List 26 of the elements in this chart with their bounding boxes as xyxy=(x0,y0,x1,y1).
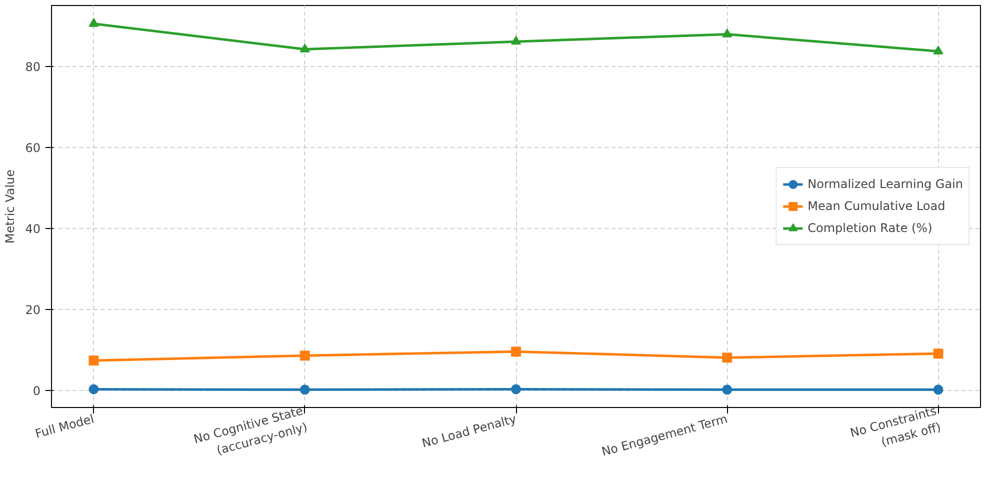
legend-label: Mean Cumulative Load xyxy=(808,199,946,213)
point xyxy=(511,384,521,394)
y-tick-label: 80 xyxy=(25,60,41,74)
point xyxy=(511,36,521,45)
point xyxy=(722,28,732,38)
y-tick-label: 20 xyxy=(25,302,41,317)
legend-label: Completion Rate (%) xyxy=(808,221,932,235)
point xyxy=(933,348,944,359)
point xyxy=(933,384,944,395)
x-tick-label: Full Model xyxy=(34,412,96,441)
point xyxy=(300,384,310,395)
y-tick-label: 40 xyxy=(25,222,41,236)
y-tick-label: 0 xyxy=(32,384,41,398)
x-tick-label: No Load Penalty xyxy=(420,412,518,450)
point xyxy=(511,346,521,357)
legend-label: Normalized Learning Gain xyxy=(808,177,963,191)
point xyxy=(722,384,732,395)
point xyxy=(300,44,310,52)
y-axis-title: Metric Value xyxy=(3,169,18,244)
point xyxy=(933,46,944,54)
point xyxy=(88,18,99,27)
point xyxy=(300,350,310,361)
point xyxy=(722,352,732,363)
y-tick-label: 60 xyxy=(25,140,41,155)
point xyxy=(88,355,99,366)
point xyxy=(88,384,99,394)
